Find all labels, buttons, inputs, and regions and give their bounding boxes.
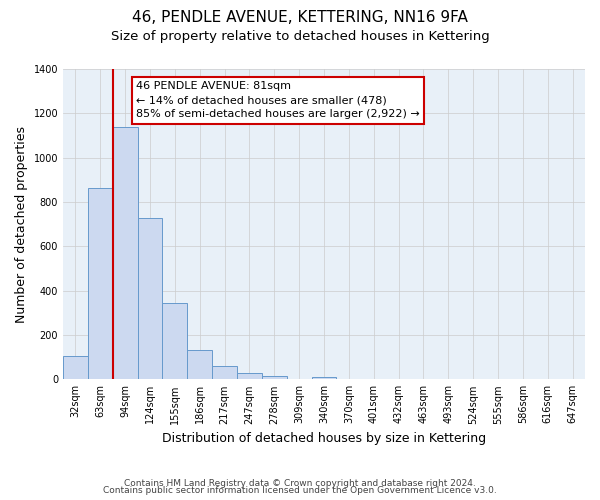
Bar [237,372,262,380]
Text: 46, PENDLE AVENUE, KETTERING, NN16 9FA: 46, PENDLE AVENUE, KETTERING, NN16 9FA [132,10,468,25]
Bar [262,376,287,380]
Text: Size of property relative to detached houses in Kettering: Size of property relative to detached ho… [110,30,490,43]
Bar [113,126,137,380]
Text: 46 PENDLE AVENUE: 81sqm
← 14% of detached houses are smaller (478)
85% of semi-d: 46 PENDLE AVENUE: 81sqm ← 14% of detache… [136,82,420,120]
Bar [63,356,88,380]
Bar [163,303,187,380]
X-axis label: Distribution of detached houses by size in Kettering: Distribution of detached houses by size … [162,432,486,445]
Bar [212,366,237,380]
Text: Contains HM Land Registry data © Crown copyright and database right 2024.: Contains HM Land Registry data © Crown c… [124,478,476,488]
Bar [88,188,113,380]
Y-axis label: Number of detached properties: Number of detached properties [15,126,28,322]
Bar [137,218,163,380]
Bar [187,350,212,380]
Bar [311,377,337,380]
Text: Contains public sector information licensed under the Open Government Licence v3: Contains public sector information licen… [103,486,497,495]
